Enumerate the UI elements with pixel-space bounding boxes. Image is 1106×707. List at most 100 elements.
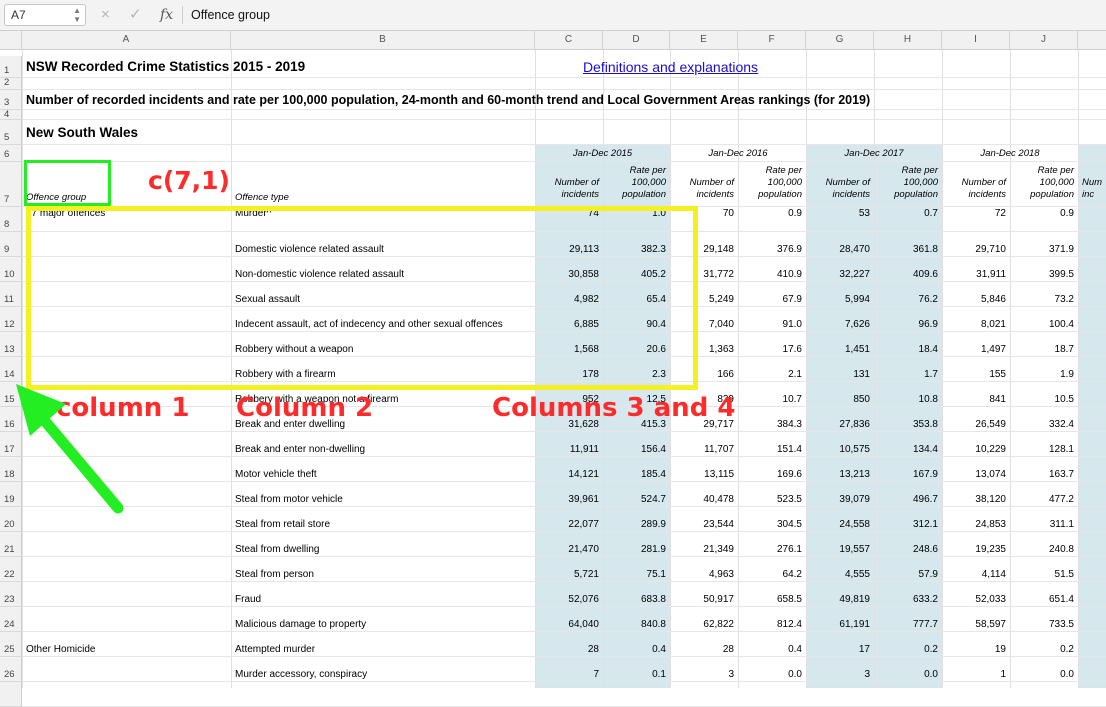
value-cell[interactable]: 53 [858,208,870,219]
col-header-a[interactable]: A [22,31,231,49]
value-cell[interactable]: 20.6 [646,344,666,355]
value-cell[interactable]: 777.7 [912,619,938,630]
value-cell[interactable]: 812.4 [776,619,802,630]
value-cell[interactable]: 58,597 [975,619,1006,630]
row-header[interactable]: 10 [0,257,22,282]
offence-type-cell[interactable]: Murder^ [235,208,272,219]
offence-type-cell[interactable]: Non-domestic violence related assault [235,269,404,280]
value-cell[interactable]: 23,544 [703,519,734,530]
value-cell[interactable]: 166 [717,369,734,380]
value-cell[interactable]: 155 [989,369,1006,380]
value-cell[interactable]: 75.1 [646,569,666,580]
value-cell[interactable]: 21,349 [703,544,734,555]
value-cell[interactable]: 10,575 [839,444,870,455]
offence-type-cell[interactable]: Sexual assault [235,294,301,305]
value-cell[interactable]: 829 [717,394,734,405]
region-label[interactable]: New South Wales [26,125,139,140]
value-cell[interactable]: 410.9 [776,269,802,280]
header-rate[interactable]: Rate per 100,000 population [742,162,802,207]
value-cell[interactable]: 62,822 [703,619,734,630]
col-header-f[interactable]: F [738,31,806,49]
value-cell[interactable]: 30,858 [568,269,599,280]
value-cell[interactable]: 1,497 [980,344,1006,355]
value-cell[interactable]: 1 [1000,669,1006,680]
offence-type-cell[interactable]: Fraud [235,594,262,605]
confirm-icon[interactable]: ✓ [129,6,142,23]
function-icon[interactable]: fx [160,7,174,23]
value-cell[interactable]: 19,557 [839,544,870,555]
value-cell[interactable]: 0.2 [924,644,938,655]
offence-type-cell[interactable]: Steal from motor vehicle [235,494,343,505]
header-incidents[interactable]: Number of incidents [810,162,870,207]
offence-type-cell[interactable]: Steal from dwelling [235,544,320,555]
value-cell[interactable]: 12.5 [646,394,666,405]
value-cell[interactable]: 3 [728,669,734,680]
col-header-h[interactable]: H [874,31,942,49]
row-header[interactable]: 18 [0,457,22,482]
row-header[interactable]: 11 [0,282,22,307]
value-cell[interactable]: 7,626 [844,319,870,330]
sheet-subtitle[interactable]: Number of recorded incidents and rate pe… [26,93,871,107]
value-cell[interactable]: 0.9 [788,208,802,219]
value-cell[interactable]: 13,213 [839,469,870,480]
value-cell[interactable]: 382.3 [640,244,666,255]
row-header[interactable]: 4 [0,110,22,120]
offence-type-cell[interactable]: Steal from retail store [235,519,331,530]
value-cell[interactable]: 29,710 [975,244,1006,255]
value-cell[interactable]: 840.8 [640,619,666,630]
value-cell[interactable]: 29,717 [703,419,734,430]
value-cell[interactable]: 0.4 [652,644,666,655]
value-cell[interactable]: 17 [858,644,870,655]
value-cell[interactable]: 1.0 [652,208,666,219]
value-cell[interactable]: 70 [722,208,734,219]
row-header[interactable]: 9 [0,232,22,257]
value-cell[interactable]: 0.1 [652,669,666,680]
value-cell[interactable]: 4,114 [981,569,1006,580]
header-incidents[interactable]: Number of incidents [946,162,1006,207]
col-header-d[interactable]: D [603,31,670,49]
value-cell[interactable]: 10.7 [782,394,802,405]
value-cell[interactable]: 64,040 [568,619,599,630]
value-cell[interactable]: 91.0 [782,319,802,330]
header-offence-type[interactable]: Offence type [235,192,289,203]
value-cell[interactable]: 19 [994,644,1006,655]
value-cell[interactable]: 29,148 [703,244,734,255]
value-cell[interactable]: 850 [853,394,870,405]
value-cell[interactable]: 371.9 [1048,244,1074,255]
value-cell[interactable]: 0.0 [924,669,938,680]
value-cell[interactable]: 248.6 [912,544,938,555]
offence-type-cell[interactable]: Steal from person [235,569,314,580]
name-box[interactable]: A7 ▲ ▼ [4,4,86,26]
value-cell[interactable]: 1,568 [573,344,599,355]
header-incidents[interactable]: Number of incidents [539,162,599,207]
row-header[interactable]: 2 [0,78,22,90]
row-header[interactable]: 5 [0,120,22,145]
value-cell[interactable]: 841 [989,394,1006,405]
value-cell[interactable]: 524.7 [640,494,666,505]
value-cell[interactable]: 21,470 [568,544,599,555]
offence-type-cell[interactable]: Murder accessory, conspiracy [235,669,368,680]
value-cell[interactable]: 185.4 [640,469,666,480]
value-cell[interactable]: 31,772 [703,269,734,280]
value-cell[interactable]: 14,121 [568,469,599,480]
definitions-link[interactable]: Definitions and explanations [582,59,759,75]
value-cell[interactable]: 5,994 [844,294,870,305]
row-header[interactable]: 24 [0,607,22,632]
value-cell[interactable]: 156.4 [640,444,666,455]
row-header[interactable]: 6 [0,145,22,162]
value-cell[interactable]: 24,558 [839,519,870,530]
value-cell[interactable]: 131 [853,369,870,380]
value-cell[interactable]: 496.7 [912,494,938,505]
col-header-g[interactable]: G [806,31,874,49]
value-cell[interactable]: 10.5 [1054,394,1074,405]
value-cell[interactable]: 683.8 [640,594,666,605]
value-cell[interactable]: 28,470 [839,244,870,255]
value-cell[interactable]: 26,549 [975,419,1006,430]
value-cell[interactable]: 18.7 [1054,344,1074,355]
offence-group-cell[interactable]: Other Homicide [26,644,96,655]
value-cell[interactable]: 4,963 [708,569,734,580]
value-cell[interactable]: 7,040 [708,319,734,330]
value-cell[interactable]: 289.9 [640,519,666,530]
offence-type-cell[interactable]: Break and enter non-dwelling [235,444,366,455]
value-cell[interactable]: 29,113 [569,244,599,255]
